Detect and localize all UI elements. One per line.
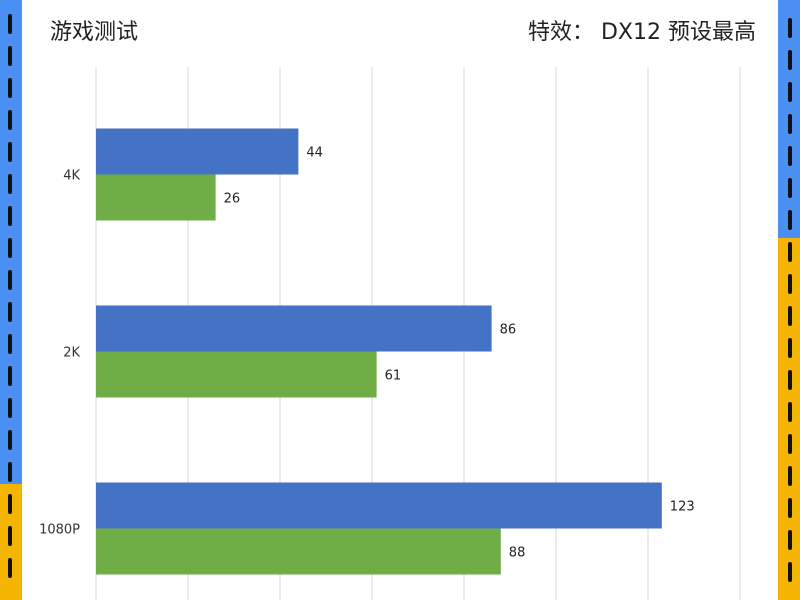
bar xyxy=(96,305,492,352)
bar xyxy=(96,528,501,575)
border-dash xyxy=(8,462,12,482)
border-dash xyxy=(8,110,12,130)
border-dash xyxy=(8,430,12,450)
border-dash xyxy=(788,178,792,198)
border-dash xyxy=(8,302,12,322)
data-label: 88 xyxy=(509,546,526,561)
border-dash xyxy=(8,366,12,386)
border-dash xyxy=(8,14,12,34)
category-label: 1080P xyxy=(39,523,80,538)
border-dash xyxy=(8,142,12,162)
border-dash xyxy=(788,498,792,518)
labels: 4K 44 26 2K 86 61 1080P 123 88 xyxy=(39,146,695,561)
border-dash xyxy=(8,398,12,418)
border-dash xyxy=(8,174,12,194)
border-dash xyxy=(8,206,12,226)
bar xyxy=(96,351,377,398)
border-dash xyxy=(788,18,792,38)
border-dash xyxy=(788,338,792,358)
border-dash xyxy=(788,146,792,166)
border-dash xyxy=(8,334,12,354)
data-label: 44 xyxy=(306,146,323,161)
data-label: 86 xyxy=(500,323,517,338)
border-dash xyxy=(8,46,12,66)
category-label: 4K xyxy=(63,169,80,184)
bar xyxy=(96,128,299,175)
border-dash xyxy=(788,50,792,70)
border-dash xyxy=(788,466,792,486)
border-dash xyxy=(8,526,12,546)
border-dash xyxy=(8,558,12,578)
data-label: 26 xyxy=(224,192,241,207)
border-dash xyxy=(8,270,12,290)
border-dash xyxy=(8,78,12,98)
left-decorative-border xyxy=(0,0,22,600)
border-dash xyxy=(788,242,792,262)
border-dash xyxy=(788,114,792,134)
border-dash xyxy=(788,82,792,102)
category-label: 2K xyxy=(63,346,80,361)
data-label: 123 xyxy=(670,500,695,515)
page-title: 游戏测试 xyxy=(50,20,139,45)
data-label: 61 xyxy=(385,369,402,384)
border-dash xyxy=(788,210,792,230)
border-dash xyxy=(788,306,792,326)
bars xyxy=(96,128,662,575)
border-dash xyxy=(788,562,792,582)
border-dash xyxy=(788,370,792,390)
border-dash xyxy=(788,434,792,454)
settings-subtitle: 特效： DX12 预设最高 xyxy=(528,20,756,45)
bar xyxy=(96,482,662,529)
border-dash xyxy=(788,402,792,422)
right-decorative-border xyxy=(778,0,800,600)
border-dash xyxy=(788,274,792,294)
bar xyxy=(96,174,216,221)
border-dash xyxy=(8,238,12,258)
border-dash xyxy=(8,494,12,514)
border-dash xyxy=(788,530,792,550)
